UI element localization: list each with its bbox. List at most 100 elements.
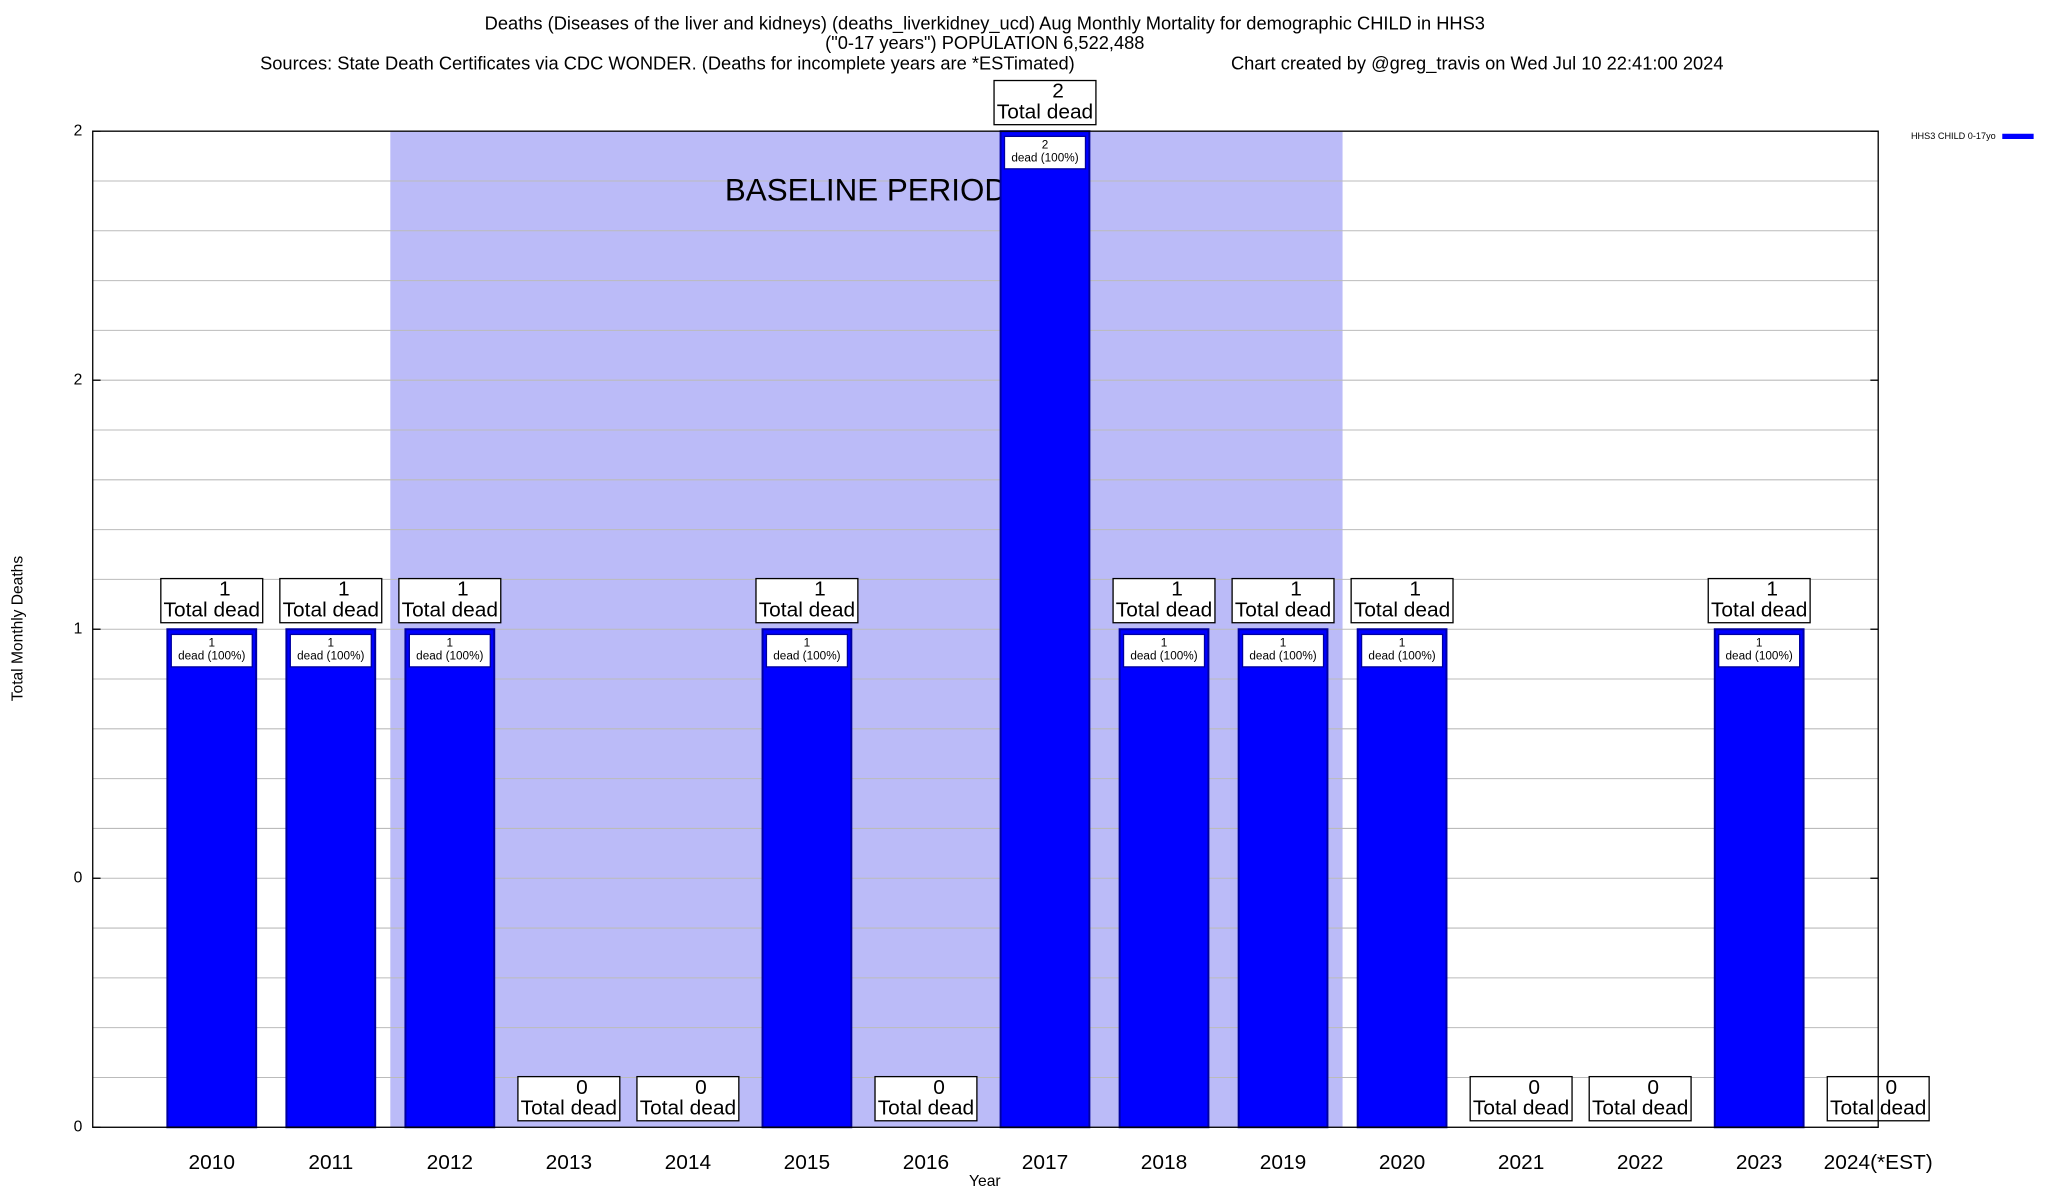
y-tick-label: 1 [74,620,83,637]
total-text-label: Total dead [283,599,379,622]
total-label-box [398,577,502,624]
x-tick-label: 2021 [1498,1151,1544,1174]
inner-value-label: 1 [447,637,454,650]
total-value-label: 1 [457,578,469,601]
bar [404,628,496,1129]
bar [166,628,258,1129]
total-label-box [1231,577,1335,624]
total-text-label: Total dead [1592,1097,1688,1120]
total-text-label: Total dead [521,1097,617,1120]
bar [1356,628,1448,1129]
total-text-label: Total dead [1711,599,1807,622]
bar [999,130,1091,1129]
inner-value-label: 1 [1280,637,1287,650]
total-value-label: 0 [1528,1076,1540,1099]
total-label-box [636,1075,740,1122]
total-label-box [1707,577,1811,624]
x-tick-label: 2022 [1617,1151,1663,1174]
total-text-label: Total dead [1116,599,1212,622]
inner-label-box [1718,633,1801,668]
total-label-box [1588,1075,1692,1122]
total-label-box [1350,577,1454,624]
total-text-label: Total dead [997,101,1093,124]
inner-share-label: dead (100%) [1726,650,1793,663]
inner-value-label: 1 [208,637,215,650]
x-tick-label: 2024(*EST) [1824,1151,1933,1174]
x-axis-label: Year [969,1173,1001,1190]
inner-label-box [289,633,372,668]
total-value-label: 1 [219,578,231,601]
inner-label-box [1003,135,1087,170]
bar [285,628,377,1129]
x-tick-label: 2019 [1260,1151,1306,1174]
y-tick-label: 2 [74,122,83,139]
total-value-label: 0 [576,1076,588,1099]
total-label-box [517,1075,621,1122]
inner-label-box [408,633,491,668]
inner-share-label: dead (100%) [1011,152,1078,165]
bar [1237,628,1329,1129]
total-text-label: Total dead [878,1097,974,1120]
x-tick-label: 2015 [784,1151,830,1174]
total-value-label: 0 [695,1076,707,1099]
bar [1713,628,1805,1129]
chart-credit: Chart created by @greg_travis on Wed Jul… [1231,53,1724,75]
total-label-box [993,79,1097,126]
x-tick-label: 2014 [665,1151,711,1174]
total-value-label: 1 [1171,578,1183,601]
plot-frame [92,130,1879,1128]
total-text-label: Total dead [402,599,498,622]
total-value-label: 1 [1290,578,1302,601]
total-value-label: 0 [1885,1076,1897,1099]
inner-label-box [765,633,849,668]
total-text-label: Total dead [164,599,260,622]
total-value-label: 0 [933,1076,945,1099]
inner-share-label: dead (100%) [416,650,483,663]
inner-label-box [1360,633,1444,668]
chart-title: Deaths (Diseases of the liver and kidney… [485,13,1485,35]
total-text-label: Total dead [1235,599,1331,622]
y-tick-label: 2 [74,371,83,388]
baseline-label: BASELINE PERIOD [725,173,1007,208]
inner-value-label: 1 [1756,637,1763,650]
inner-share-label: dead (100%) [773,650,840,663]
total-value-label: 1 [1766,578,1778,601]
total-label-box [874,1075,978,1122]
x-tick-label: 2010 [189,1151,235,1174]
inner-value-label: 2 [1042,139,1049,152]
inner-label-box [170,633,253,668]
total-text-label: Total dead [1473,1097,1569,1120]
x-tick-label: 2013 [546,1151,592,1174]
inner-value-label: 1 [328,637,335,650]
total-value-label: 2 [1052,80,1064,103]
total-label-box [1112,577,1216,624]
x-tick-label: 2011 [308,1151,353,1174]
x-tick-label: 2023 [1736,1151,1782,1174]
chart-subtitle: ("0-17 years") POPULATION 6,522,488 [825,32,1144,53]
total-text-label: Total dead [1354,599,1450,622]
x-tick-label: 2020 [1379,1151,1425,1174]
bar [761,628,853,1129]
x-tick-label: 2017 [1022,1151,1068,1174]
total-text-label: Total dead [759,599,855,622]
inner-share-label: dead (100%) [1130,650,1197,663]
total-text-label: Total dead [640,1097,736,1120]
y-tick-label: 0 [74,1118,83,1135]
inner-value-label: 1 [1399,637,1406,650]
x-tick-label: 2018 [1141,1151,1187,1174]
total-value-label: 1 [338,578,350,601]
total-value-label: 0 [1647,1076,1659,1099]
total-label-box [279,577,383,624]
inner-value-label: 1 [1161,637,1168,650]
inner-label-box [1122,633,1206,668]
total-label-box [755,577,859,624]
x-tick-label: 2012 [427,1151,473,1174]
inner-share-label: dead (100%) [1249,650,1316,663]
inner-share-label: dead (100%) [297,650,364,663]
total-label-box [1469,1075,1573,1122]
total-value-label: 1 [1409,578,1421,601]
x-tick-label: 2016 [903,1151,949,1174]
inner-share-label: dead (100%) [1368,650,1435,663]
inner-share-label: dead (100%) [178,650,245,663]
